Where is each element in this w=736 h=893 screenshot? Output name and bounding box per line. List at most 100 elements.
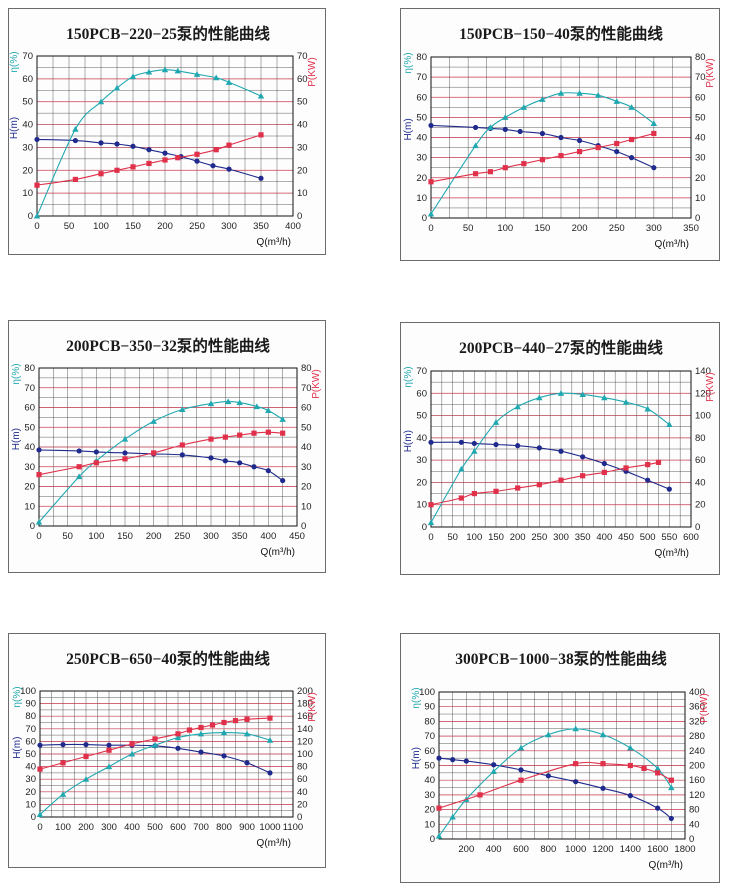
data-point-square [580, 473, 586, 479]
data-point-square [655, 459, 662, 465]
data-point-triangle [628, 104, 635, 110]
data-point-square [60, 760, 66, 766]
left-tick-label: 30 [416, 455, 427, 466]
left-tick-label: 0 [30, 521, 35, 532]
left-tick-label: 0 [28, 211, 33, 222]
data-point-triangle [72, 125, 79, 132]
plot-frame [430, 370, 692, 528]
data-point-square [106, 747, 112, 753]
data-point-circle [428, 439, 434, 445]
data-point-square [98, 171, 104, 177]
x-tick-label: 100 [497, 223, 513, 234]
left-tick-label: 30 [424, 790, 435, 801]
data-point-square [213, 147, 219, 153]
data-point-square [146, 160, 152, 167]
left-tick-label: 10 [416, 500, 427, 511]
left-tick-label: 60 [22, 74, 33, 85]
data-point-triangle [427, 210, 435, 217]
data-point-square [130, 164, 136, 170]
right-tick-label: 280 [689, 731, 705, 742]
data-point-triangle [105, 763, 113, 770]
data-point-square [175, 731, 181, 737]
data-point-square [83, 753, 89, 760]
right-tick-label: 400 [689, 687, 705, 698]
x-tick-label: 600 [170, 822, 186, 833]
right-tick-label: 10 [695, 193, 706, 204]
data-point-circle [601, 460, 607, 467]
right-tick-label: 80 [689, 805, 700, 816]
y-axis-label-head: H(m) [403, 430, 414, 452]
left-tick-label: 60 [416, 388, 427, 399]
data-point-triangle [622, 399, 630, 405]
data-point-triangle [490, 768, 497, 774]
left-tick-label: 30 [24, 462, 35, 473]
right-tick-label: 40 [689, 819, 700, 830]
right-tick-label: 20 [297, 165, 308, 176]
grid-lines [38, 367, 298, 527]
data-point-square [487, 169, 494, 175]
right-tick-label: 60 [301, 403, 312, 414]
data-point-circle [146, 147, 152, 153]
chart-svg: 300PCB−1000−38泵的性能曲线 0 10 20 30 40 50 60 70 80 90 1… [411, 649, 710, 871]
data-point-triangle [253, 403, 261, 410]
data-point-circle [198, 749, 204, 755]
left-tick-label: 60 [25, 736, 36, 747]
x-tick-label: 1400 [620, 844, 641, 855]
right-tick-label: 0 [689, 834, 694, 845]
chart-title: 200PCB−350−32泵的性能曲线 [66, 336, 270, 355]
data-point-square [72, 176, 78, 183]
data-point-circle [251, 464, 257, 470]
data-point-square [428, 179, 434, 185]
x-tick-label: 300 [553, 532, 569, 543]
right-tick-label: 200 [297, 686, 313, 697]
series-efficiency [36, 729, 274, 818]
right-tick-label: 40 [695, 477, 706, 488]
data-point-circle [280, 477, 286, 484]
x-tick-label: 300 [203, 531, 219, 542]
right-tick-label: 40 [297, 120, 308, 131]
data-point-circle [515, 443, 521, 449]
left-tick-label: 0 [422, 213, 427, 224]
chart-title: 250PCB−650−40泵的性能曲线 [66, 649, 270, 668]
y-axis-label-head: H(m) [12, 737, 23, 759]
right-tick-label: 60 [695, 455, 706, 466]
left-tick-label: 40 [25, 762, 36, 773]
x-tick-label: 500 [640, 532, 656, 543]
x-tick-label: 200 [572, 223, 588, 234]
data-point-circle [122, 450, 128, 456]
series-power [36, 429, 286, 478]
chart-panel-6: 300PCB−1000−38泵的性能曲线 0 10 20 30 40 50 60 70 80 90 1… [400, 633, 720, 883]
y-axis-label-efficiency: η(%) [403, 52, 414, 73]
x-tick-label: 100 [88, 531, 104, 542]
data-point-square [521, 161, 527, 167]
series-efficiency [33, 66, 265, 219]
x-tick-label: 50 [463, 223, 474, 234]
x-tick-label: 50 [64, 221, 75, 232]
x-tick-label: 600 [513, 844, 529, 855]
data-point-triangle [265, 407, 272, 414]
data-point-square [222, 434, 228, 440]
data-point-triangle [151, 741, 159, 748]
plot-frame [438, 691, 686, 840]
data-point-square [600, 761, 606, 767]
data-point-circle [244, 760, 250, 766]
left-tick-label: 20 [416, 477, 427, 488]
data-point-circle [545, 773, 551, 779]
y-axis-label-efficiency: η(%) [9, 51, 20, 72]
y-axis-label-efficiency: η(%) [12, 686, 23, 707]
right-tick-label: 60 [695, 92, 706, 103]
data-point-triangle [536, 394, 543, 401]
left-tick-label: 20 [22, 165, 33, 176]
right-tick-label: 360 [689, 702, 705, 713]
left-tick-label: 60 [24, 403, 35, 414]
data-point-circle [83, 741, 89, 748]
series-power [37, 715, 273, 772]
right-tick-label: 320 [689, 716, 705, 727]
chart-svg: 200PCB−350−32泵的性能曲线 0 10 20 30 40 50 60 70 80 0 10 2… [11, 336, 322, 558]
data-point-triangle [33, 212, 41, 219]
x-axis-label: Q(m³/h) [261, 547, 295, 558]
x-tick-label: 700 [193, 822, 209, 833]
data-point-triangle [514, 403, 521, 410]
series-line [438, 761, 672, 809]
left-tick-label: 20 [416, 173, 427, 184]
